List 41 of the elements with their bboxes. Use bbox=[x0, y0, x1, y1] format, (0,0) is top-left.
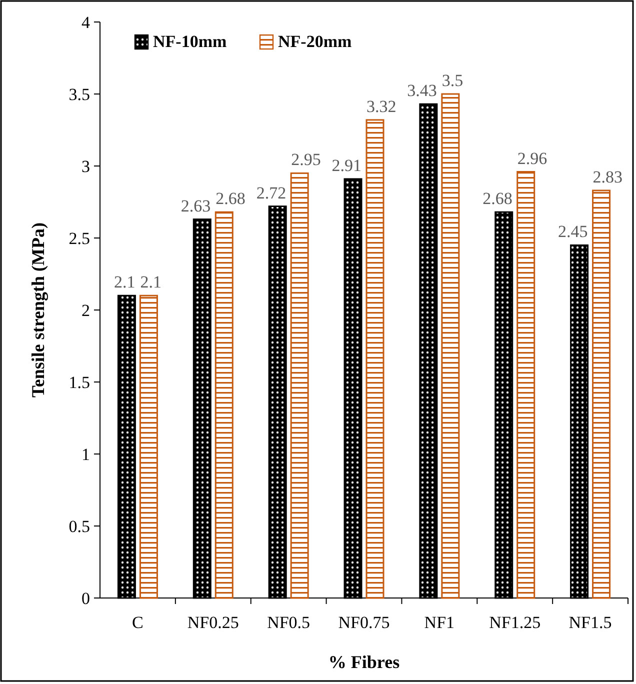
x-axis-title: % Fibres bbox=[328, 652, 400, 672]
data-label: 2.83 bbox=[592, 167, 623, 186]
data-label: 2.68 bbox=[482, 189, 512, 208]
bar bbox=[366, 119, 384, 599]
bar bbox=[441, 93, 460, 599]
data-label: 2.72 bbox=[256, 183, 286, 202]
x-tick-label: NF0.5 bbox=[267, 613, 310, 632]
x-tick-label: NF0.25 bbox=[187, 613, 239, 632]
bar bbox=[139, 294, 158, 599]
data-label: 3.5 bbox=[442, 71, 464, 90]
y-tick-label: 1 bbox=[82, 444, 90, 464]
x-tick-label: NF1 bbox=[424, 613, 455, 632]
y-tick-label: 4 bbox=[82, 12, 90, 32]
y-tick-label: 0.5 bbox=[68, 516, 90, 536]
data-label: 2.96 bbox=[517, 148, 548, 168]
x-tick-label: NF0.75 bbox=[338, 613, 390, 632]
bar bbox=[592, 190, 611, 599]
legend-label: NF-10mm bbox=[153, 32, 227, 51]
y-tick-label: 0 bbox=[82, 588, 90, 608]
y-tick-label: 2.5 bbox=[68, 228, 90, 248]
bar bbox=[214, 211, 234, 599]
data-label: 2.68 bbox=[216, 189, 246, 208]
data-label: 2.95 bbox=[291, 150, 321, 170]
y-tick-label: 2 bbox=[82, 300, 90, 320]
data-label: 2.1 bbox=[114, 272, 136, 292]
data-label: 2.45 bbox=[558, 222, 588, 242]
bar bbox=[516, 171, 536, 599]
data-label: 3.43 bbox=[407, 81, 437, 100]
x-tick-label: C bbox=[132, 613, 144, 632]
bar bbox=[290, 172, 309, 599]
legend-label: NF-20mm bbox=[278, 32, 352, 51]
x-tick-label: NF1.25 bbox=[489, 613, 541, 632]
data-label: 2.63 bbox=[180, 196, 211, 216]
x-tick-label: NF1.5 bbox=[568, 613, 612, 632]
data-label: 2.91 bbox=[332, 156, 362, 175]
data-label: 3.32 bbox=[366, 96, 396, 116]
data-label: 2.1 bbox=[140, 272, 162, 292]
y-axis-title: Tensile strength (MPa) bbox=[28, 222, 48, 398]
y-tick-label: 3.5 bbox=[68, 84, 90, 104]
y-tick-label: 1.5 bbox=[68, 372, 90, 392]
y-tick-label: 3 bbox=[82, 156, 90, 176]
